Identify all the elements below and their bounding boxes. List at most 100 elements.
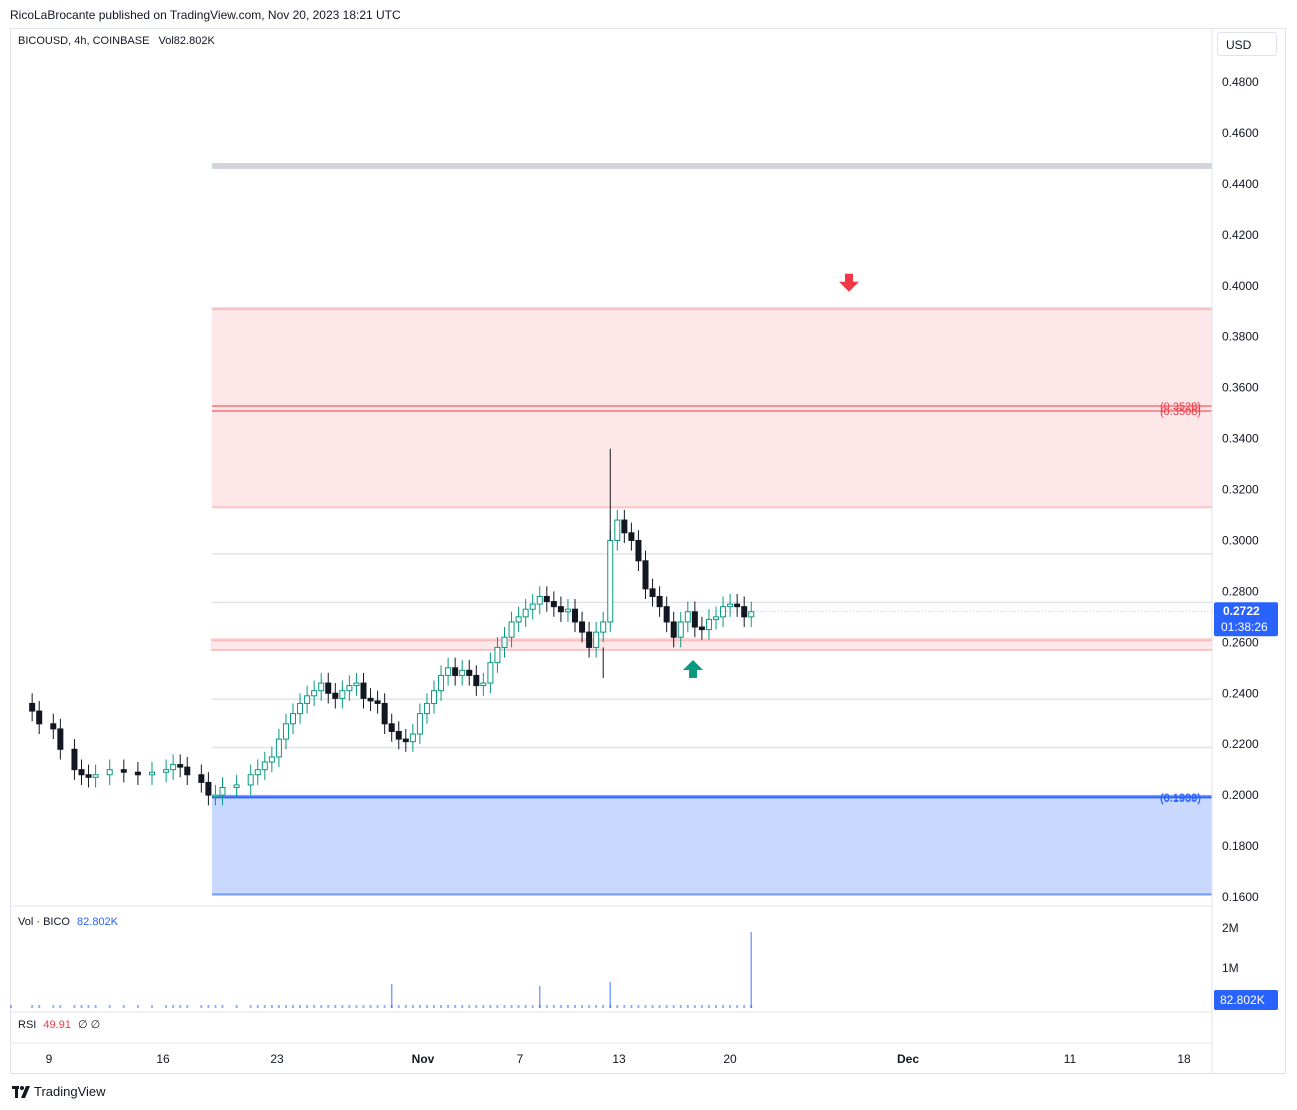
y-tick-label: 0.4400 xyxy=(1222,177,1259,191)
x-tick-label: Dec xyxy=(897,1052,919,1066)
volume-badge-text: 82.802K xyxy=(1220,993,1265,1007)
countdown-text: 01:38:26 xyxy=(1221,620,1268,634)
x-tick-label: 9 xyxy=(46,1052,53,1066)
candle-body xyxy=(374,700,381,704)
candle-body xyxy=(635,539,642,562)
candle-body xyxy=(212,794,219,798)
zone-support xyxy=(212,796,1212,895)
y-tick-label: 0.2600 xyxy=(1222,635,1259,649)
candle-body xyxy=(593,631,600,648)
x-tick-label: 20 xyxy=(723,1052,737,1066)
y-tick-label: 0.4800 xyxy=(1222,75,1259,89)
y-tick-label: 0.2400 xyxy=(1222,686,1259,700)
candle-body xyxy=(409,733,416,743)
candle-body xyxy=(268,756,275,763)
candle-body xyxy=(106,769,113,776)
candle-body xyxy=(487,662,494,684)
volume-tick-label: 1M xyxy=(1222,961,1239,975)
volume-layer xyxy=(10,932,753,1008)
x-tick-label: Nov xyxy=(412,1052,435,1066)
candle-body xyxy=(282,723,289,740)
candle-body xyxy=(120,769,127,773)
rsi-legend[interactable]: RSI 49.91 ∅ ∅ xyxy=(18,1018,100,1031)
symbol-legend[interactable]: BICOUSD, 4h, COINBASE Vol82.802K xyxy=(18,35,215,47)
candle-body xyxy=(346,685,353,692)
y-tick-label: 0.2800 xyxy=(1222,584,1259,598)
currency-selector[interactable]: USD xyxy=(1217,32,1277,56)
candle-body xyxy=(332,692,339,699)
last-price-text: 0.2722 xyxy=(1223,604,1260,618)
candle-body xyxy=(29,702,36,712)
candle-body xyxy=(543,595,550,603)
candle-body xyxy=(353,682,360,687)
candle-body xyxy=(698,626,705,631)
candle-body xyxy=(522,608,529,618)
candle-body xyxy=(367,697,374,702)
symbol-label: BICOUSD, 4h, COINBASE xyxy=(18,35,150,47)
candle-body xyxy=(670,621,677,638)
arrow-down-icon xyxy=(839,273,859,292)
axes-layer: 0.4800 0.4600 0.4400 0.4200 0.4000 0.3800 0.36… xyxy=(11,29,1278,1074)
candle-body xyxy=(677,621,684,638)
candle-body xyxy=(57,728,64,750)
candle-body xyxy=(290,713,296,725)
candle-body xyxy=(748,611,755,618)
candle-body xyxy=(325,682,332,694)
candle-body xyxy=(261,761,268,771)
candle-body xyxy=(388,723,395,732)
candle-body xyxy=(36,710,43,725)
candle-body xyxy=(713,616,719,620)
y-tick-label: 0.2200 xyxy=(1222,737,1259,751)
candle-body xyxy=(727,603,734,608)
publisher-header: RicoLaBrocante published on TradingView.… xyxy=(10,8,401,22)
candle-body xyxy=(586,631,593,648)
volume-pane-value: 82.802K xyxy=(77,916,119,928)
last-price-badge[interactable] xyxy=(1214,602,1278,637)
labeled-level-text: (0.3528) xyxy=(1160,401,1201,413)
y-tick-label: 0.3800 xyxy=(1222,330,1259,344)
candle-body xyxy=(691,611,698,628)
zone-resistance xyxy=(212,308,1212,508)
candle-body xyxy=(734,603,741,608)
rsi-extra: ∅ ∅ xyxy=(78,1019,101,1031)
candle-body xyxy=(219,786,226,796)
arrow-up-icon xyxy=(683,660,703,678)
candle-body xyxy=(163,769,170,773)
candle-body xyxy=(684,611,691,623)
y-tick-label: 0.1800 xyxy=(1222,839,1259,853)
candle-body xyxy=(445,667,452,676)
annotations-layer xyxy=(683,273,859,678)
candle-body xyxy=(339,690,346,699)
candle-body xyxy=(720,606,727,618)
candle-body xyxy=(508,621,515,638)
candle-body xyxy=(184,766,191,776)
candle-body xyxy=(579,621,586,633)
candle-body xyxy=(402,738,409,743)
chart-frame xyxy=(10,28,1286,1074)
candle-body xyxy=(536,595,543,605)
y-tick-label: 0.4000 xyxy=(1222,279,1259,293)
candles-layer xyxy=(29,448,755,806)
candle-body xyxy=(318,682,325,692)
volume-legend[interactable]: Vol · BICO 82.802K xyxy=(18,916,118,928)
candle-body xyxy=(416,713,423,735)
x-tick-label: 23 xyxy=(270,1052,284,1066)
candle-body xyxy=(656,595,663,608)
candle-body xyxy=(311,690,318,697)
y-tick-label: 0.1600 xyxy=(1222,890,1259,904)
tradingview-icon xyxy=(12,1085,30,1098)
labeled-level-text: (0.3508) xyxy=(1160,406,1201,418)
candle-body xyxy=(550,601,557,608)
x-tick-label: 11 xyxy=(1064,1052,1077,1066)
tradingview-logo[interactable]: TradingView xyxy=(12,1084,106,1099)
candle-body xyxy=(170,764,177,771)
candle-body xyxy=(466,669,473,676)
volume-tick-label: 2M xyxy=(1222,921,1239,935)
candle-body xyxy=(600,621,607,633)
candle-body xyxy=(452,667,459,676)
volume-badge[interactable] xyxy=(1214,990,1278,1010)
zones-layer xyxy=(211,307,1212,896)
y-tick-label: 0.2000 xyxy=(1222,788,1259,802)
rsi-value: 49.91 xyxy=(43,1019,71,1031)
